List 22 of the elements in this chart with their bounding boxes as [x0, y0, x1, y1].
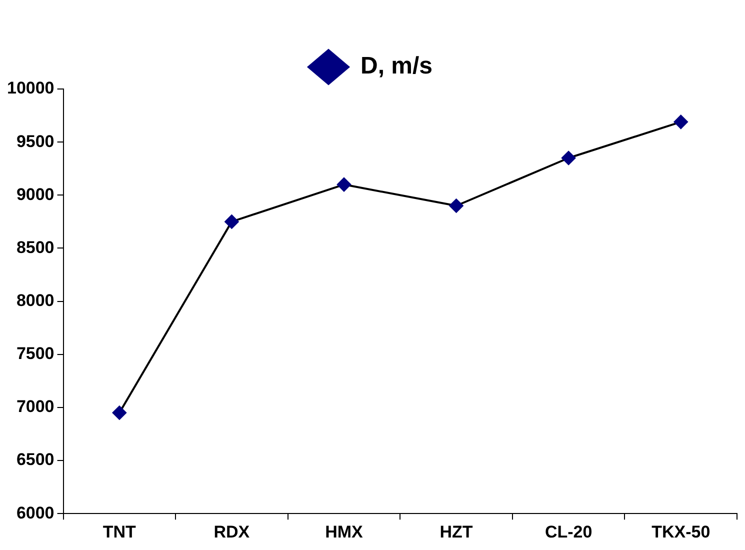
y-tick-label: 8000	[16, 290, 54, 310]
y-tick-label: 6500	[16, 450, 54, 470]
point	[449, 198, 464, 213]
x-tick-label: HMX	[325, 522, 364, 542]
x-tick-label: TKX-50	[652, 522, 710, 542]
y-tick-label: 8500	[16, 238, 54, 257]
point	[112, 406, 126, 420]
y-tick-label: 6000	[16, 503, 54, 522]
y-tick-label: 9000	[16, 184, 54, 204]
x-tick-label: RDX	[214, 522, 250, 542]
point	[562, 151, 576, 165]
y-tick-label: 7500	[16, 344, 54, 364]
y-tick-label: 7000	[16, 397, 54, 416]
y-tick-label: 9500	[16, 132, 54, 151]
y-tick-label: 10000	[6, 78, 54, 98]
point	[336, 178, 351, 192]
legend-label: D, m/s	[360, 52, 433, 80]
x-tick-label: CL-20	[544, 522, 592, 542]
point	[224, 214, 239, 229]
point	[674, 114, 688, 129]
x-tick-label: HZT	[440, 522, 474, 542]
x-tick-label: TNT	[102, 522, 137, 542]
